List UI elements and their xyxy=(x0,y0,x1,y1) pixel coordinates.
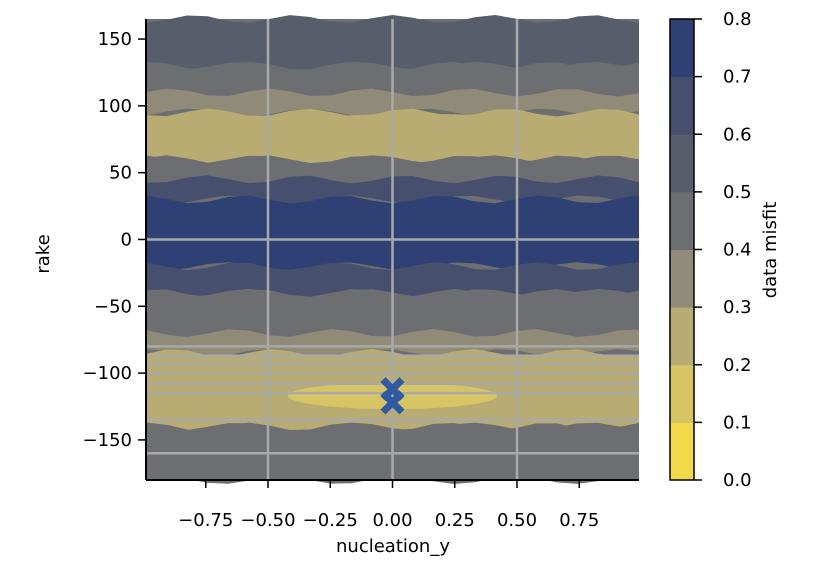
best-fit-markers xyxy=(380,377,405,415)
colorbar-segment xyxy=(670,76,694,135)
x-tick-label: −0.75 xyxy=(178,510,233,531)
y-tick-label: 50 xyxy=(109,163,132,184)
colorbar-segment xyxy=(670,19,694,78)
x-tick-label: 0.75 xyxy=(559,510,599,531)
x-tick-label: −0.25 xyxy=(303,510,358,531)
colorbar-tick-label: 0.3 xyxy=(723,297,752,318)
gridlines xyxy=(146,19,639,480)
upper-minimum-patch xyxy=(280,113,555,138)
colorbar-tick-label: 0.2 xyxy=(723,355,752,376)
colorbar-tick-label: 0.1 xyxy=(723,412,752,433)
colorbar-segment xyxy=(670,364,694,423)
y-tick-label: 0 xyxy=(121,229,132,250)
colorbar-tick-label: 0.7 xyxy=(723,67,752,88)
best-fit-marker xyxy=(380,390,405,415)
colorbar-tick-label: 0.0 xyxy=(723,470,752,491)
x-tick-label: 0.50 xyxy=(497,510,537,531)
x-tick-label: −0.50 xyxy=(240,510,295,531)
colorbar-tick-label: 0.5 xyxy=(723,182,752,203)
colorbar-segment xyxy=(670,191,694,250)
x-axis-title: nucleation_y xyxy=(336,536,450,557)
y-tick-label: 100 xyxy=(98,96,132,117)
colorbar-tick-label: 0.4 xyxy=(723,240,752,261)
axes: −0.75 −0.50 −0.25 0.00 0.25 0.50 0.75 −150 −100 −… xyxy=(83,19,639,531)
colorbar-segment xyxy=(670,134,694,193)
x-tick-label: 0.25 xyxy=(435,510,475,531)
colorbar-segment xyxy=(670,307,694,366)
y-axis-title: rake xyxy=(33,234,54,273)
colorbar-tick-label: 0.6 xyxy=(723,124,752,145)
colorbar-title: data misfit xyxy=(760,202,781,299)
colorbar-segment xyxy=(670,422,694,481)
x-tick-label: 0.00 xyxy=(372,510,412,531)
y-tick-label: −100 xyxy=(83,363,132,384)
colorbar: 0.0 0.1 0.2 0.3 0.4 0.5 0.6 0.7 0.8 xyxy=(669,9,752,491)
colorbar-segment xyxy=(670,249,694,308)
y-tick-label: 150 xyxy=(98,29,132,50)
y-tick-label: −50 xyxy=(94,296,132,317)
y-tick-label: −150 xyxy=(83,430,132,451)
colorbar-tick-label: 0.8 xyxy=(723,9,752,30)
